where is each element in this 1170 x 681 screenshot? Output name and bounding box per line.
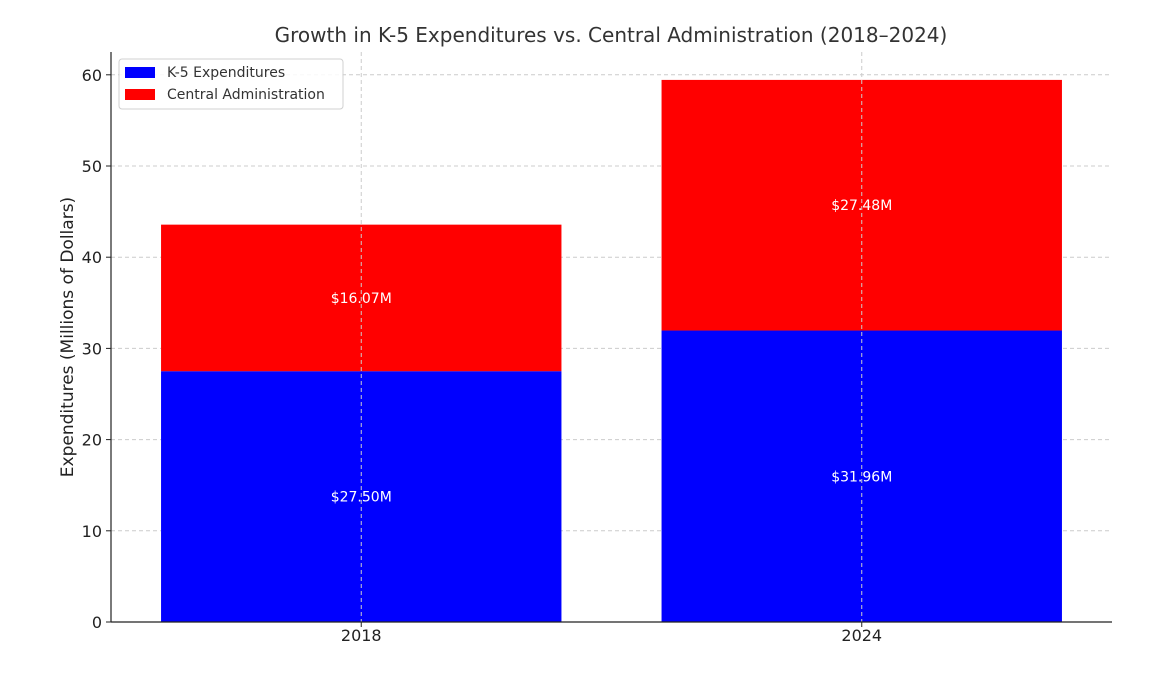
y-tick-label: 40: [82, 248, 102, 267]
legend-box: [118, 58, 344, 110]
y-tick-label: 0: [92, 613, 102, 632]
bar-labels: $27.50M$31.96M$16.07M$27.48M: [331, 52, 892, 622]
y-tick-label: 50: [82, 157, 102, 176]
bars: [161, 79, 1062, 622]
chart-title: Growth in K-5 Expenditures vs. Central A…: [275, 23, 948, 47]
bar-value-label: $27.50M: [331, 490, 392, 506]
bar-central-admin-2024: [661, 79, 1062, 331]
legend-label: K-5 Expenditures: [167, 65, 285, 81]
legend-label: Central Administration: [167, 87, 325, 103]
x-tick-label: 2018: [341, 626, 382, 645]
ticks: 0 10 20 30 40 50 60 2018 2024: [82, 66, 882, 645]
legend-swatch: [125, 89, 155, 100]
axes: [110, 52, 1112, 623]
x-tick-label: 2024: [841, 626, 882, 645]
y-tick-label: 10: [82, 522, 102, 541]
y-axis-label: Expenditures (Millions of Dollars): [58, 197, 78, 477]
y-tick-label: 30: [82, 339, 102, 358]
bar-value-label: $31.96M: [831, 469, 892, 485]
y-tick-label: 60: [82, 66, 102, 85]
legend-swatch: [125, 67, 155, 78]
legend: K-5 Expenditures Central Administration: [118, 58, 344, 110]
y-tick-label: 20: [82, 431, 102, 450]
